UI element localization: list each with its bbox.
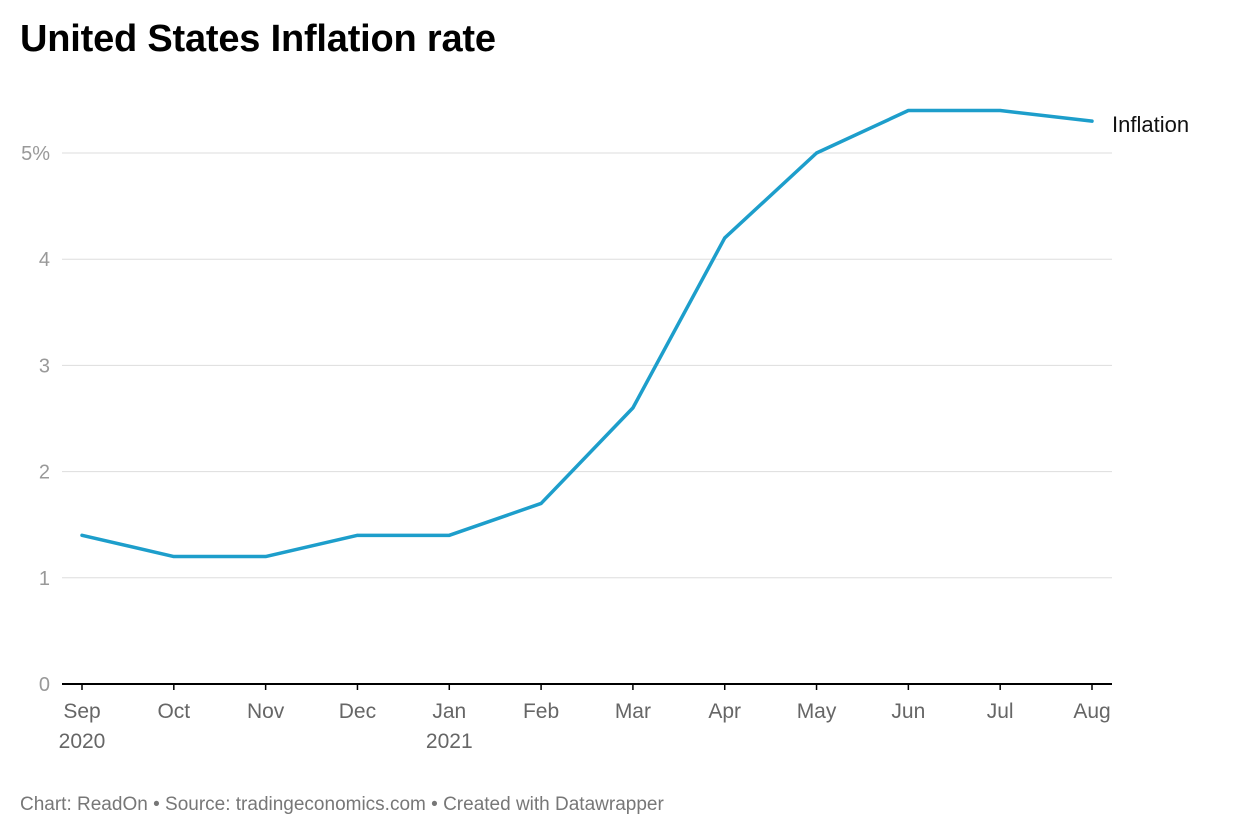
y-tick-label: 4	[39, 249, 50, 271]
x-tick-label: Jan	[432, 700, 466, 723]
x-tick-label: Oct	[157, 700, 190, 723]
y-tick-label: 2	[39, 462, 50, 484]
data-point	[1090, 119, 1094, 123]
x-tick-label: Mar	[615, 700, 651, 723]
y-axis-ticks: 0 1 2 3 4 5%	[21, 143, 50, 696]
chart-footer: Chart: ReadOn • Source: tradingeconomics…	[20, 794, 664, 816]
data-point	[264, 555, 268, 559]
series-label-inflation: Inflation	[1112, 112, 1189, 137]
line-chart: 0 1 2 3 4 5% Sep 2020 Oct Nov Dec Jan 2021 Feb Mar Apr…	[21, 108, 1189, 753]
x-tick-year-label: 2021	[426, 730, 473, 753]
data-point	[355, 533, 359, 537]
data-point	[447, 533, 451, 537]
x-tick-label: May	[797, 700, 837, 723]
data-point	[815, 151, 819, 155]
footer-separator: •	[153, 794, 160, 815]
gridlines	[62, 152, 1112, 579]
x-tick-label: Sep	[63, 700, 100, 723]
series-line	[80, 108, 1094, 559]
data-point	[906, 109, 910, 113]
y-tick-label: 3	[39, 355, 50, 377]
footer-separator: •	[431, 794, 438, 815]
data-point	[172, 555, 176, 559]
data-point	[998, 109, 1002, 113]
footer-source: Source: tradingeconomics.com	[165, 794, 426, 815]
footer-chart-credit: Chart: ReadOn	[20, 794, 148, 815]
x-tick-label: Jul	[987, 700, 1014, 723]
data-point	[539, 501, 543, 505]
data-point	[723, 236, 727, 240]
x-tick-label: Dec	[339, 700, 376, 723]
x-tick-label: Nov	[247, 700, 285, 723]
series-inflation	[80, 108, 1094, 559]
y-tick-label: 5%	[21, 143, 50, 165]
x-tick-year-label: 2020	[59, 730, 106, 753]
y-tick-label: 0	[39, 674, 50, 696]
y-tick-label: 1	[39, 568, 50, 590]
x-tick-label: Aug	[1073, 700, 1110, 723]
data-point	[631, 406, 635, 410]
x-tick-label: Feb	[523, 700, 559, 723]
x-axis-ticks: Sep 2020 Oct Nov Dec Jan 2021 Feb Mar Apr May Jun Ju…	[59, 684, 1111, 753]
footer-created-with: Created with Datawrapper	[443, 794, 664, 815]
x-tick-label: Jun	[891, 700, 925, 723]
x-tick-label: Apr	[708, 700, 741, 723]
chart-title: United States Inflation rate	[20, 18, 496, 60]
data-point	[80, 533, 84, 537]
